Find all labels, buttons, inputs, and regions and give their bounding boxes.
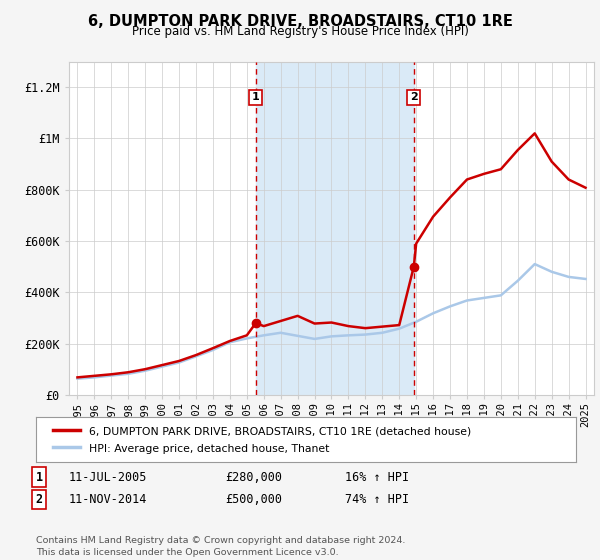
Legend: 6, DUMPTON PARK DRIVE, BROADSTAIRS, CT10 1RE (detached house), HPI: Average pric: 6, DUMPTON PARK DRIVE, BROADSTAIRS, CT10… [47, 419, 478, 460]
Bar [256, 62, 414, 395]
Text: 2: 2 [35, 493, 43, 506]
Text: 16% ↑ HPI: 16% ↑ HPI [345, 470, 409, 484]
Text: £500,000: £500,000 [225, 493, 282, 506]
Text: Price paid vs. HM Land Registry's House Price Index (HPI): Price paid vs. HM Land Registry's House … [131, 25, 469, 38]
Text: Contains HM Land Registry data © Crown copyright and database right 2024.
This d: Contains HM Land Registry data © Crown c… [36, 536, 406, 557]
Text: 6, DUMPTON PARK DRIVE, BROADSTAIRS, CT10 1RE: 6, DUMPTON PARK DRIVE, BROADSTAIRS, CT10… [88, 14, 512, 29]
Text: 1: 1 [252, 92, 260, 102]
Text: 1: 1 [35, 470, 43, 484]
Text: £280,000: £280,000 [225, 470, 282, 484]
Text: 11-NOV-2014: 11-NOV-2014 [69, 493, 148, 506]
Text: 11-JUL-2005: 11-JUL-2005 [69, 470, 148, 484]
Text: 2: 2 [410, 92, 418, 102]
Text: 74% ↑ HPI: 74% ↑ HPI [345, 493, 409, 506]
